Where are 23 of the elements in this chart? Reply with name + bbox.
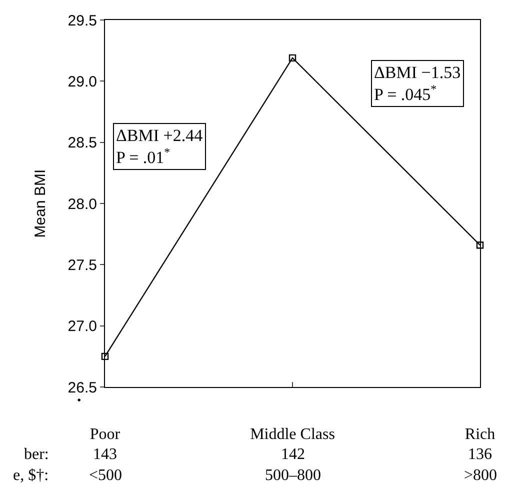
annotation: ΔBMI −1.53 P = .045$^{*}$ bbox=[374, 63, 461, 104]
y-axis-title: Mean BMI bbox=[32, 169, 50, 238]
text: 143 bbox=[93, 446, 117, 463]
text: >800 bbox=[464, 467, 498, 484]
x-tick-label: Middle Class bbox=[250, 426, 335, 444]
y-tick-label: 29.0 bbox=[68, 73, 97, 90]
y-tick-label: 27.5 bbox=[68, 256, 97, 274]
text: <500 bbox=[89, 467, 122, 484]
text: 500–800 bbox=[265, 467, 321, 484]
y-tick-label: 27.0 bbox=[68, 318, 97, 336]
text: e, $†: bbox=[13, 467, 49, 484]
text: 142 bbox=[281, 446, 305, 463]
y-tick-label: 29.5 bbox=[68, 12, 97, 30]
annotation: ΔBMI +2.44 P = .01$^{*}$ bbox=[116, 126, 204, 168]
x-tick-label: Poor bbox=[90, 426, 121, 444]
y-tick-label: 28.0 bbox=[68, 196, 97, 213]
point bbox=[101, 352, 109, 360]
text: ber: bbox=[24, 446, 49, 463]
text: 136 bbox=[468, 446, 492, 463]
point bbox=[288, 54, 296, 62]
point bbox=[476, 241, 484, 249]
y-tick-label: 28.5 bbox=[68, 134, 97, 152]
x-tick-label: Rich bbox=[464, 426, 496, 444]
